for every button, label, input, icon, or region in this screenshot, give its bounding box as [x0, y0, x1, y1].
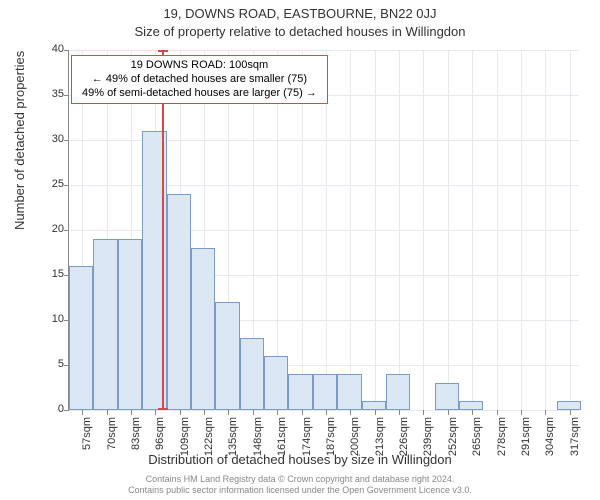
- y-tick-label: 10: [34, 313, 64, 325]
- histogram-bar: [215, 302, 239, 410]
- x-tick-label: 70sqm: [106, 417, 118, 457]
- x-tick-label: 213sqm: [374, 417, 386, 457]
- annotation-line: ← 49% of detached houses are smaller (75…: [82, 73, 317, 87]
- histogram-bar: [69, 266, 93, 410]
- histogram-bar: [264, 356, 288, 410]
- x-tick-label: 304sqm: [544, 417, 556, 457]
- histogram-bar: [313, 374, 337, 410]
- x-tick-label: 252sqm: [447, 417, 459, 457]
- annotation-line: 19 DOWNS ROAD: 100sqm: [82, 59, 317, 73]
- footer-line: Contains public sector information licen…: [0, 485, 600, 496]
- histogram-bar: [288, 374, 312, 410]
- x-tick-label: 317sqm: [569, 417, 581, 457]
- histogram-bar: [240, 338, 264, 410]
- plot-area: 19 DOWNS ROAD: 100sqm ← 49% of detached …: [68, 50, 579, 411]
- y-axis-label: Number of detached properties: [12, 51, 27, 230]
- footer-attribution: Contains HM Land Registry data © Crown c…: [0, 474, 600, 496]
- x-tick-label: 226sqm: [398, 417, 410, 457]
- x-tick-label: 135sqm: [227, 417, 239, 457]
- histogram-bar: [435, 383, 459, 410]
- y-tick-label: 25: [34, 178, 64, 190]
- chart-container: 19, DOWNS ROAD, EASTBOURNE, BN22 0JJ Siz…: [0, 0, 600, 500]
- histogram-bar: [167, 194, 191, 410]
- x-tick-label: 291sqm: [520, 417, 532, 457]
- annotation-line: 49% of semi-detached houses are larger (…: [82, 87, 317, 101]
- x-tick-label: 122sqm: [203, 417, 215, 457]
- y-tick-label: 40: [34, 43, 64, 55]
- histogram-bar: [93, 239, 117, 410]
- histogram-bar: [191, 248, 215, 410]
- x-tick-label: 200sqm: [349, 417, 361, 457]
- x-tick-label: 148sqm: [252, 417, 264, 457]
- y-tick-label: 0: [34, 403, 64, 415]
- x-tick-label: 57sqm: [81, 417, 93, 457]
- histogram-bar: [459, 401, 483, 410]
- x-tick-label: 187sqm: [325, 417, 337, 457]
- x-tick-label: 83sqm: [130, 417, 142, 457]
- x-tick-label: 174sqm: [301, 417, 313, 457]
- histogram-bar: [118, 239, 142, 410]
- histogram-bar: [337, 374, 361, 410]
- x-tick-label: 161sqm: [276, 417, 288, 457]
- x-tick-label: 265sqm: [471, 417, 483, 457]
- x-tick-label: 96sqm: [154, 417, 166, 457]
- title-address: 19, DOWNS ROAD, EASTBOURNE, BN22 0JJ: [0, 6, 600, 21]
- annotation-box: 19 DOWNS ROAD: 100sqm ← 49% of detached …: [71, 55, 328, 104]
- x-tick-label: 239sqm: [422, 417, 434, 457]
- y-tick-label: 5: [34, 358, 64, 370]
- histogram-bar: [362, 401, 386, 410]
- footer-line: Contains HM Land Registry data © Crown c…: [0, 474, 600, 485]
- y-tick-label: 15: [34, 268, 64, 280]
- title-subtitle: Size of property relative to detached ho…: [0, 24, 600, 39]
- y-tick-label: 20: [34, 223, 64, 235]
- x-tick-label: 278sqm: [496, 417, 508, 457]
- x-tick-label: 109sqm: [179, 417, 191, 457]
- histogram-bar: [557, 401, 581, 410]
- histogram-bar: [386, 374, 410, 410]
- y-tick-label: 30: [34, 133, 64, 145]
- y-tick-label: 35: [34, 88, 64, 100]
